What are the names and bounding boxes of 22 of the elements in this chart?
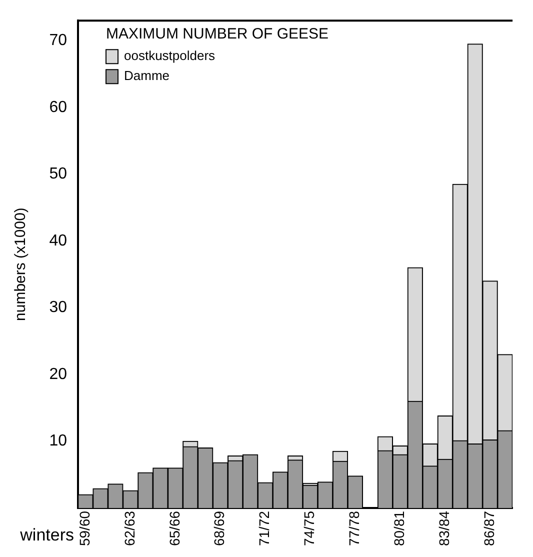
y-tick-label: 40: [49, 232, 68, 250]
y-tick-label: 60: [49, 98, 68, 116]
y-tick-label: 70: [49, 32, 68, 50]
legend-label: oostkustpolders: [124, 48, 216, 64]
legend-label: Damme: [124, 68, 170, 84]
x-tick-label: 80/81: [391, 510, 408, 546]
y-axis-title: numbers (x1000): [12, 208, 30, 321]
x-tick-label: 65/66: [166, 510, 182, 546]
y-tick-label: 50: [49, 166, 68, 183]
y-tick-label: 20: [49, 366, 68, 383]
x-tick-label: 74/75: [301, 510, 318, 546]
x-tick-label: 86/87: [480, 510, 497, 546]
x-tick-label: 83/84: [436, 510, 452, 546]
x-tick-label: 71/72: [256, 510, 272, 546]
y-tick-label: 30: [49, 299, 68, 316]
x-tick-label: 68/69: [211, 510, 228, 546]
x-tick-label: 77/78: [346, 510, 362, 546]
x-axis-title: winters: [19, 526, 74, 545]
legend-title: MAXIMUM NUMBER OF GEESE: [106, 26, 329, 43]
y-tick-label: 10: [49, 432, 68, 450]
x-tick-label: 59/60: [76, 510, 92, 546]
x-tick-label: 62/63: [121, 510, 138, 546]
